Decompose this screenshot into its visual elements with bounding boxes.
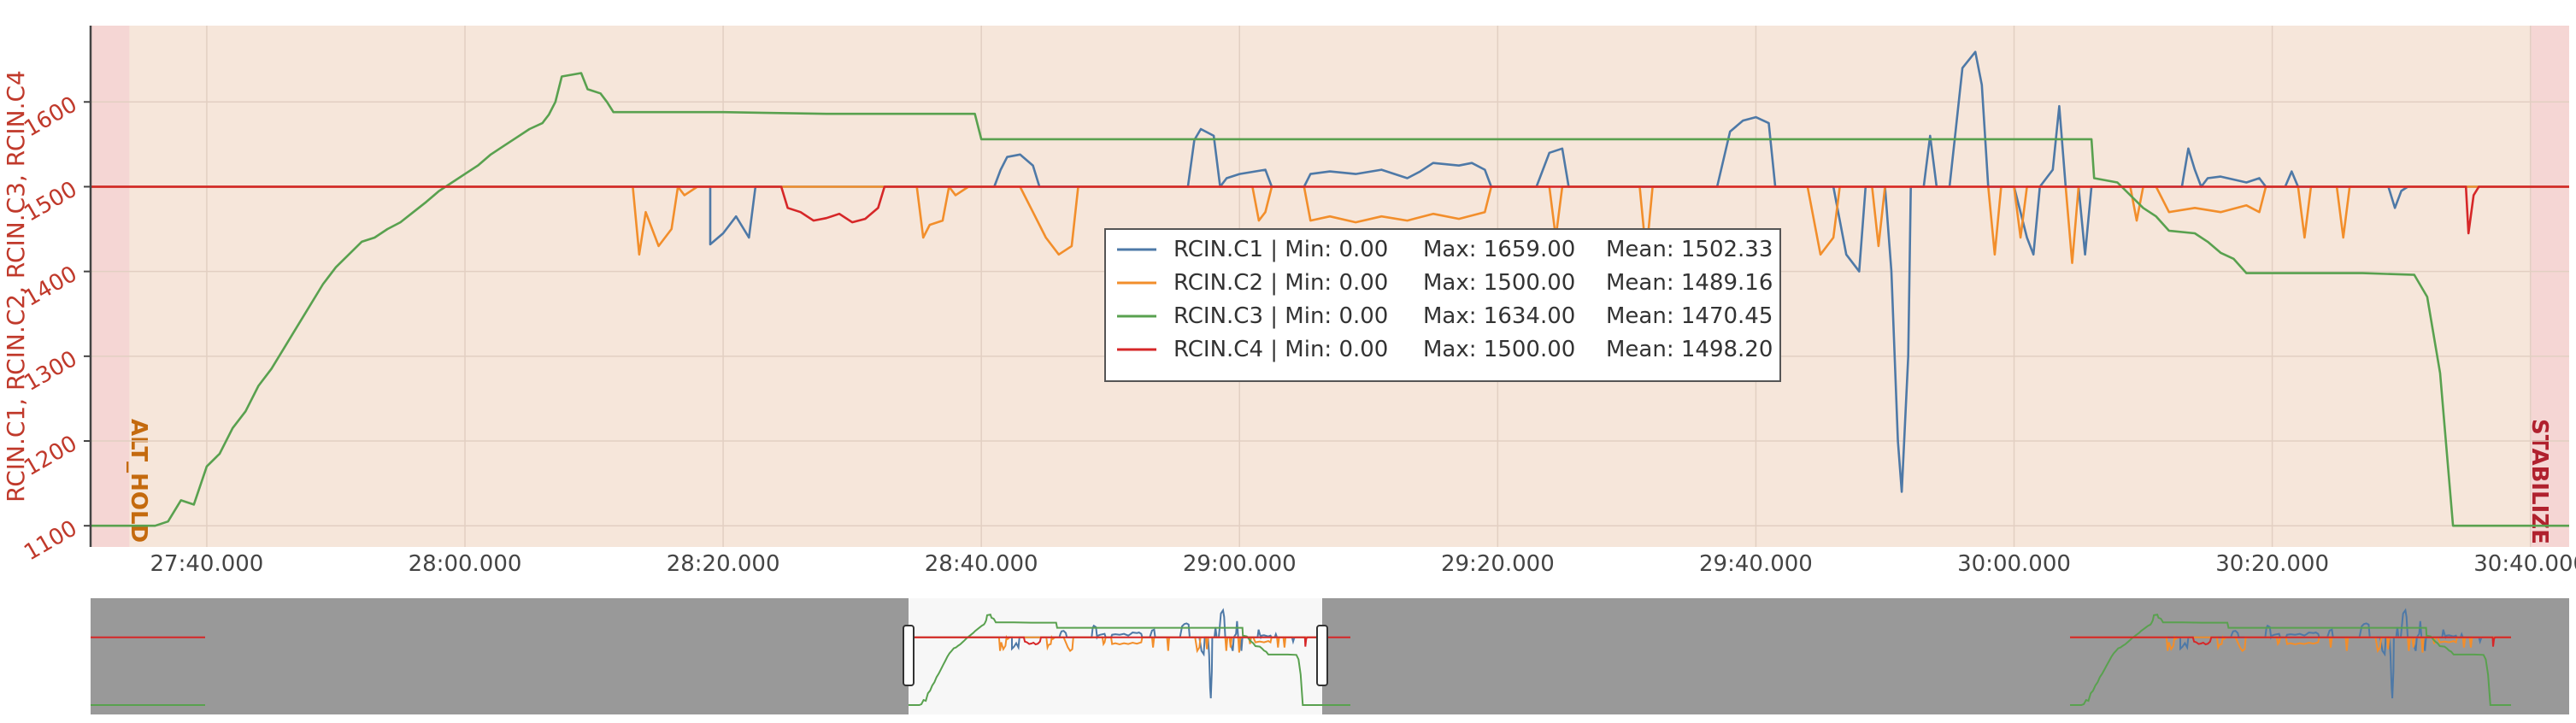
legend-entry-max: Max: 1500.00 — [1423, 337, 1575, 362]
navigator-line-rcin-c3 — [909, 613, 1322, 706]
legend-entry-name: RCIN.C2 | Min: 0.00 — [1173, 270, 1388, 296]
x-tick-label: 28:40.000 — [925, 551, 1038, 577]
x-tick-label: 28:00.000 — [409, 551, 522, 577]
legend-entry-mean: Mean: 1470.45 — [1606, 303, 1773, 329]
navigator-line-rcin-c4 — [909, 636, 1322, 647]
x-tick-label: 27:40.000 — [150, 551, 264, 577]
legend-box — [1104, 228, 1781, 382]
x-tick-label: 29:40.000 — [1699, 551, 1813, 577]
mode-band-alt-hold — [91, 26, 130, 547]
navigator-handle-left[interactable] — [903, 625, 915, 686]
range-navigator[interactable] — [91, 598, 2569, 714]
mode-band-stabilize — [2530, 26, 2569, 547]
mode-label-alt-hold: ALT_HOLD — [126, 419, 151, 543]
series-line-rcin-c4 — [91, 185, 2569, 235]
series-line-rcin-c3 — [91, 72, 2569, 527]
legend-entry-name: RCIN.C4 | Min: 0.00 — [1173, 337, 1388, 362]
x-tick-label: 30:40.000 — [2473, 551, 2576, 577]
series-line-rcin-c1 — [91, 50, 2569, 493]
legend-entry-max: Max: 1659.00 — [1423, 237, 1575, 262]
y-tick-label: 1100 — [20, 515, 81, 566]
legend-entry-mean: Mean: 1489.16 — [1606, 270, 1773, 296]
navigator-line-echo — [2070, 613, 2511, 706]
legend-entry-name: RCIN.C3 | Min: 0.00 — [1173, 303, 1388, 329]
legend-entry-max: Max: 1500.00 — [1423, 270, 1575, 296]
x-tick-label: 30:20.000 — [2215, 551, 2329, 577]
y-axis-title: RCIN.C1, RCIN.C2, RCIN.C3, RCIN.C4 — [2, 70, 30, 503]
legend-entry-mean: Mean: 1498.20 — [1606, 337, 1773, 362]
x-tick-label: 28:20.000 — [667, 551, 780, 577]
x-tick-label: 29:20.000 — [1441, 551, 1555, 577]
navigator-selection[interactable] — [909, 598, 1322, 714]
navigator-line-rcin-c2 — [909, 634, 1322, 654]
x-tick-label: 29:00.000 — [1183, 551, 1297, 577]
navigator-background[interactable] — [91, 598, 2569, 714]
legend: RCIN.C1 | Min: 0.00 Max: 1659.00 Mean: 150… — [1104, 228, 1781, 382]
navigator-line-echo — [2070, 634, 2511, 654]
x-tick-label: 30:00.000 — [1957, 551, 2071, 577]
legend-entry-max: Max: 1634.00 — [1423, 303, 1575, 329]
navigator-handle-right[interactable] — [1316, 625, 1328, 686]
navigator-line-echo — [2070, 636, 2511, 647]
legend-entry-mean: Mean: 1502.33 — [1606, 237, 1773, 262]
legend-entry-name: RCIN.C1 | Min: 0.00 — [1173, 237, 1388, 262]
